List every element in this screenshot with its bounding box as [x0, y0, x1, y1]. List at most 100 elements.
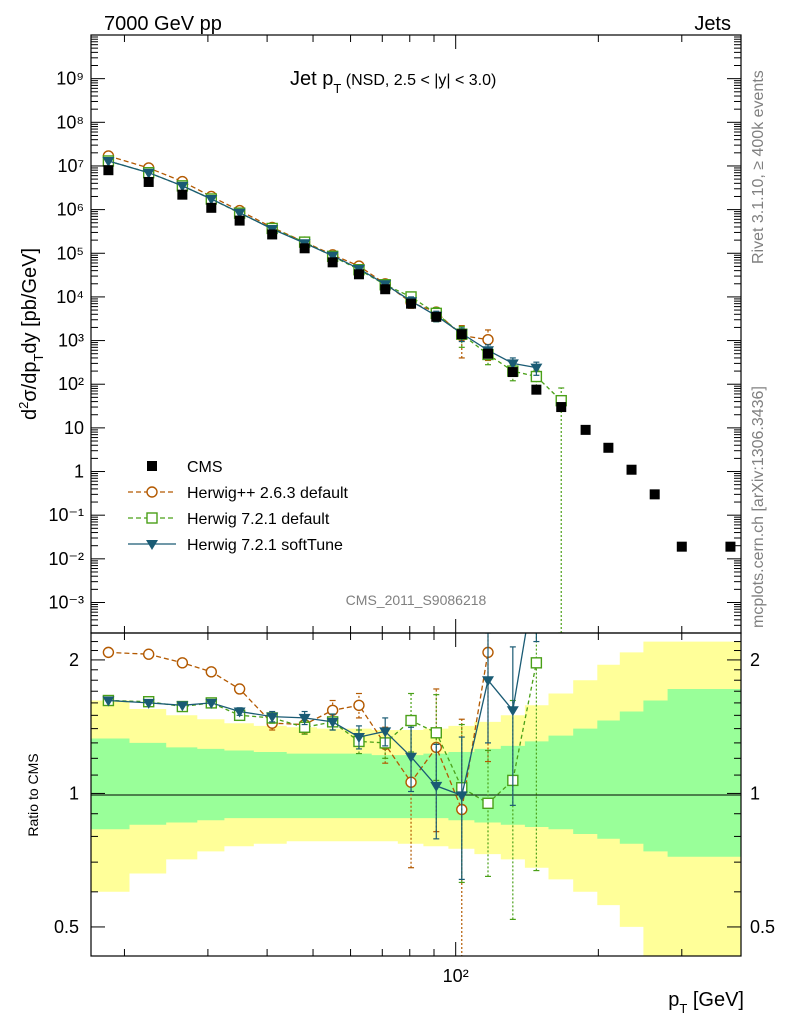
- ratio-herwigpp-point: [353, 699, 365, 712]
- main-y-tick-label: 10²: [58, 374, 84, 394]
- legend-item-herwig721: Herwig 7.2.1 default: [128, 511, 330, 528]
- ratio-softtune-point: [298, 713, 311, 724]
- main-y-tick-label: 10⁸: [56, 112, 84, 132]
- main-herwig721-line: [108, 160, 562, 402]
- main-softtune-point: [102, 156, 115, 167]
- main-softtune-point: [142, 168, 155, 179]
- main-y-tick-label: 10⁻²: [48, 549, 84, 569]
- main-y-tick-label: 10⁴: [56, 287, 84, 307]
- ratio-panel: 10² 0.5 0.5 1 1 2 2 Ratio to CMS pT [GeV]: [25, 565, 775, 1016]
- ratio-y-axis-label: Ratio to CMS: [25, 753, 41, 836]
- ratio-y-tick-label-right: 2: [750, 650, 760, 670]
- main-cms-point: [531, 384, 542, 395]
- main-cms-point: [603, 442, 614, 453]
- ratio-herwig721-point: [430, 727, 442, 739]
- main-cms-point: [267, 229, 278, 240]
- main-series-herwig721: [102, 155, 567, 633]
- legend: CMS Herwig++ 2.6.3 default Herwig 7.2.1 de…: [128, 459, 349, 554]
- main-y-tick-label: 10⁷: [57, 156, 84, 176]
- ratio-herwig721-point: [530, 657, 543, 669]
- main-y-tick-label: 10⁶: [57, 200, 84, 220]
- main-axis-ticks: 10⁻³ 10⁻² 10⁻¹ 1 10 10² 10³ 10⁴ 10⁵ 10⁶ 10⁷ 10⁸ 10⁹: [48, 34, 742, 634]
- header-energy-label: 7000 GeV pp: [104, 13, 222, 35]
- ratio-softtune-point: [530, 565, 542, 575]
- main-cms-point: [143, 176, 154, 187]
- main-y-tick-label: 10: [64, 418, 84, 438]
- main-cms-point: [177, 189, 188, 200]
- ratio-softtune-point: [233, 707, 246, 718]
- ratio-softtune-point: [102, 696, 115, 707]
- ratio-herwig721-point: [405, 714, 417, 727]
- main-y-tick-label: 10⁻¹: [48, 505, 84, 525]
- header-process-label: Jets: [694, 13, 731, 35]
- main-y-tick-label: 10³: [58, 331, 84, 351]
- ratio-softtune-point: [176, 701, 189, 712]
- legend-item-herwigpp: Herwig++ 2.6.3 default: [128, 485, 349, 502]
- main-cms-point: [556, 402, 567, 413]
- main-y-tick-label: 10⁻³: [48, 592, 84, 612]
- legend-marker: [146, 540, 158, 550]
- analysis-id-label: CMS_2011_S9086218: [346, 592, 487, 608]
- ratio-herwigpp-point: [176, 657, 189, 669]
- main-softtune-point: [233, 208, 246, 219]
- main-softtune-point: [176, 181, 189, 192]
- ratio-y-tick-label: 0.5: [54, 917, 79, 937]
- ratio-herwigpp-point: [102, 646, 115, 659]
- main-cms-point: [649, 489, 660, 500]
- ratio-softtune-point: [379, 727, 392, 738]
- legend-item-softtune: Herwig 7.2.1 softTune: [128, 537, 343, 554]
- ratio-y-tick-label-right: 1: [750, 783, 760, 803]
- main-herwigpp-point: [482, 333, 494, 346]
- legend-marker: [146, 512, 158, 524]
- legend-label: CMS: [187, 459, 223, 476]
- ratio-herwigpp-point: [233, 683, 246, 695]
- ratio-series-layer: [102, 565, 543, 956]
- main-cms-point: [482, 348, 493, 359]
- main-cms-point: [626, 464, 637, 475]
- ratio-herwig721-line: [108, 662, 538, 805]
- legend-marker: [146, 486, 158, 498]
- ratio-softtune-point: [352, 733, 365, 744]
- ratio-softtune-point: [142, 698, 155, 709]
- main-cms-point: [580, 424, 591, 435]
- ratio-y-tick-label: 2: [69, 650, 79, 670]
- ratio-softtune-point: [430, 781, 443, 792]
- main-cms-point: [353, 269, 364, 280]
- main-series-layer: [102, 150, 736, 633]
- ratio-softtune-line: [108, 633, 527, 797]
- main-softtune-point: [326, 251, 339, 262]
- ratio-herwigpp-point: [142, 648, 155, 660]
- main-y-axis-label: d2σ/dpTdy [pb/GeV]: [16, 248, 46, 420]
- main-series-cms: [103, 165, 736, 552]
- main-cms-point: [406, 298, 417, 309]
- ratio-y-tick-label-right: 0.5: [750, 917, 775, 937]
- main-softtune-line: [108, 160, 537, 369]
- ratio-series-softtune: [102, 565, 542, 880]
- main-softtune-point: [205, 195, 218, 206]
- main-cms-point: [725, 541, 736, 552]
- ratio-panel-frame: [90, 632, 742, 957]
- main-cms-point: [507, 367, 518, 378]
- main-panel: 10⁻³10⁻²10⁻¹11010²10³10⁴10⁵10⁶10⁷10⁸10⁹ …: [16, 34, 742, 634]
- legend-label: Herwig 7.2.1 default: [187, 511, 330, 528]
- main-softtune-point: [506, 359, 519, 370]
- main-y-tick-label: 1: [74, 462, 84, 482]
- main-cms-point: [103, 165, 114, 176]
- ratio-softtune-point: [326, 717, 339, 728]
- main-cms-point: [380, 284, 391, 295]
- main-cms-point: [431, 311, 442, 322]
- legend-marker: [147, 461, 157, 471]
- ratio-softtune-point: [405, 752, 418, 763]
- legend-label: Herwig 7.2.1 softTune: [187, 537, 343, 554]
- ratio-softtune-point: [481, 676, 494, 687]
- ratio-y-tick-label: 1: [69, 783, 79, 803]
- main-cms-point: [456, 329, 467, 340]
- main-series-herwigpp: [102, 150, 494, 362]
- ratio-uncertainty-bands: [91, 641, 741, 956]
- ratio-softtune-point: [266, 712, 279, 723]
- ratio-softtune-point: [455, 791, 468, 802]
- main-cms-point: [234, 215, 245, 226]
- ratio-band-green: [91, 689, 741, 857]
- ratio-herwig721-point: [482, 797, 494, 810]
